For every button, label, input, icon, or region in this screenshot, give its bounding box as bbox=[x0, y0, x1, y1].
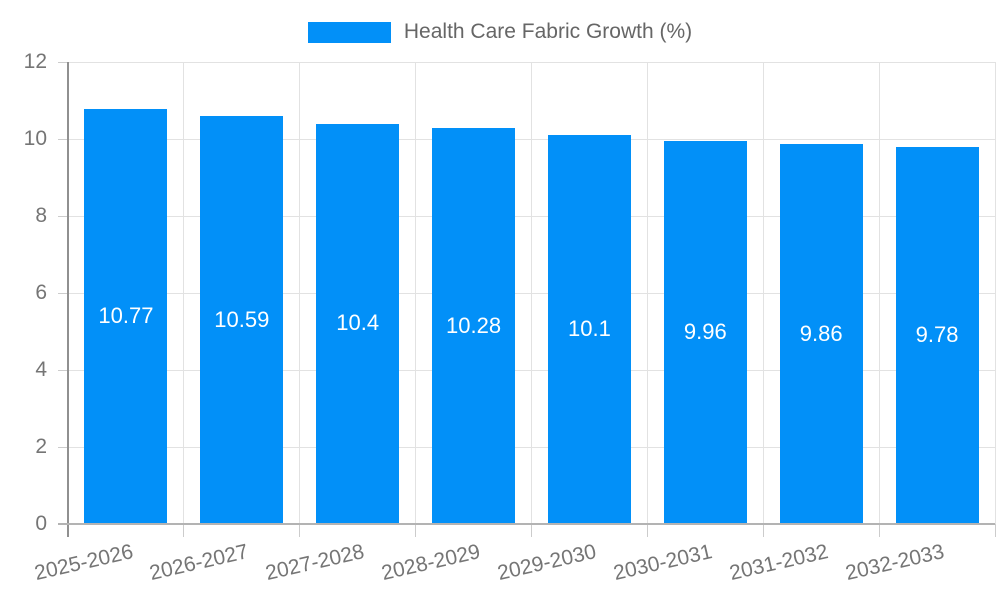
x-axis-category-label: 2030-2031 bbox=[611, 540, 715, 586]
bar-value-label: 10.1 bbox=[568, 316, 611, 342]
x-gridline bbox=[531, 62, 532, 524]
x-axis-category-label: 2025-2026 bbox=[31, 540, 135, 586]
bar[interactable] bbox=[779, 144, 863, 523]
y-axis-tick-label: 10 bbox=[23, 127, 47, 150]
y-axis-tick-label: 4 bbox=[35, 358, 47, 381]
y-axis-tick-label: 6 bbox=[35, 281, 47, 304]
x-axis-tick bbox=[183, 524, 185, 537]
y-axis-tick bbox=[58, 446, 68, 448]
legend-label: Health Care Fabric Growth (%) bbox=[403, 20, 693, 43]
bar-value-label: 9.96 bbox=[683, 318, 727, 344]
x-axis-category-label: 2032-2033 bbox=[842, 540, 947, 586]
bar-value-label: 10.4 bbox=[336, 310, 380, 336]
x-gridline bbox=[994, 62, 996, 524]
y-axis-tick-label: 0 bbox=[35, 512, 47, 535]
bar[interactable] bbox=[895, 147, 979, 523]
x-axis-line bbox=[58, 523, 995, 525]
bar[interactable] bbox=[432, 128, 516, 523]
y-axis-tick bbox=[58, 369, 68, 371]
bar[interactable] bbox=[316, 123, 400, 523]
bar-value-label: 10.59 bbox=[214, 306, 270, 332]
x-gridline bbox=[183, 62, 185, 524]
bar-value-label: 10.28 bbox=[446, 312, 502, 338]
x-gridline bbox=[878, 62, 880, 524]
x-axis-category-label: 2027-2028 bbox=[263, 540, 367, 586]
y-axis-tick-label: 12 bbox=[23, 50, 47, 73]
bar-value-label: 10.77 bbox=[98, 303, 154, 329]
bar[interactable] bbox=[200, 116, 284, 523]
x-axis-tick bbox=[646, 524, 648, 537]
y-axis-tick-label: 2 bbox=[35, 435, 47, 458]
x-gridline bbox=[646, 62, 648, 524]
y-axis-tick bbox=[58, 215, 68, 217]
x-axis-category-label: 2031-2032 bbox=[727, 540, 831, 586]
legend-item[interactable]: Health Care Fabric Growth (%) bbox=[0, 21, 1000, 43]
bar[interactable] bbox=[663, 140, 747, 523]
bar[interactable] bbox=[547, 135, 631, 523]
bar-value-label: 9.86 bbox=[799, 320, 843, 346]
y-axis-line bbox=[67, 62, 69, 537]
bar-value-label: 9.78 bbox=[915, 322, 959, 348]
x-axis-tick bbox=[299, 524, 301, 537]
x-axis-category-label: 2026-2027 bbox=[147, 540, 251, 586]
x-axis-tick bbox=[878, 524, 880, 537]
bar[interactable] bbox=[84, 109, 168, 523]
y-axis-tick bbox=[58, 292, 68, 294]
x-gridline bbox=[299, 62, 301, 524]
x-axis-category-label: 2028-2029 bbox=[379, 540, 483, 586]
y-axis-tick bbox=[58, 138, 68, 140]
y-axis-tick bbox=[58, 61, 68, 63]
x-axis-tick bbox=[415, 524, 417, 537]
x-axis-tick bbox=[531, 524, 532, 537]
x-gridline bbox=[415, 62, 417, 524]
x-gridline bbox=[762, 62, 764, 524]
y-axis-tick-label: 8 bbox=[35, 204, 47, 227]
legend-swatch bbox=[307, 21, 391, 43]
x-axis-category-label: 2029-2030 bbox=[495, 540, 599, 586]
x-axis-tick bbox=[762, 524, 764, 537]
x-axis-tick bbox=[994, 524, 996, 537]
